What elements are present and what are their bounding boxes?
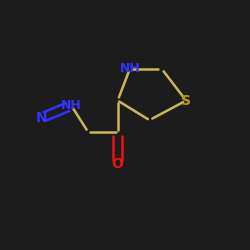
Text: NH: NH [61,99,82,112]
Text: O: O [112,157,124,171]
Text: S: S [181,94,191,108]
Text: NH: NH [120,62,140,75]
Text: N: N [36,111,48,125]
